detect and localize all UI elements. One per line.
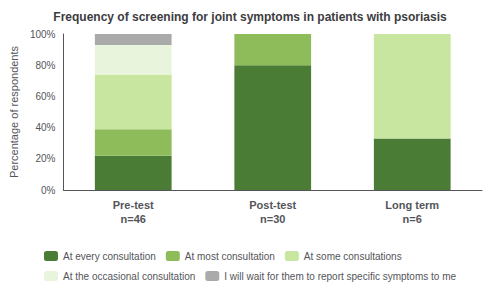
svg-text:At most consultation: At most consultation xyxy=(185,251,275,262)
svg-text:At every consultation: At every consultation xyxy=(63,251,156,262)
svg-text:Frequency of screening for joi: Frequency of screening for joint symptom… xyxy=(53,10,447,24)
svg-text:n=6: n=6 xyxy=(403,213,422,225)
svg-text:At some consultations: At some consultations xyxy=(304,251,402,262)
svg-text:80%: 80% xyxy=(35,60,55,71)
svg-text:0%: 0% xyxy=(41,185,56,196)
svg-text:60%: 60% xyxy=(35,91,55,102)
svg-text:20%: 20% xyxy=(35,153,55,164)
svg-text:I will wait for them to report: I will wait for them to report specific … xyxy=(224,271,456,282)
svg-text:Pre-test: Pre-test xyxy=(113,199,154,211)
svg-text:n=46: n=46 xyxy=(121,213,146,225)
svg-text:Percentage of respondents: Percentage of respondents xyxy=(8,45,20,178)
svg-text:At the occasional consultation: At the occasional consultation xyxy=(63,271,195,282)
svg-text:n=30: n=30 xyxy=(260,213,285,225)
svg-text:40%: 40% xyxy=(35,122,55,133)
svg-text:100%: 100% xyxy=(30,29,56,40)
svg-text:Post-test: Post-test xyxy=(249,199,296,211)
svg-text:Long term: Long term xyxy=(385,199,439,211)
